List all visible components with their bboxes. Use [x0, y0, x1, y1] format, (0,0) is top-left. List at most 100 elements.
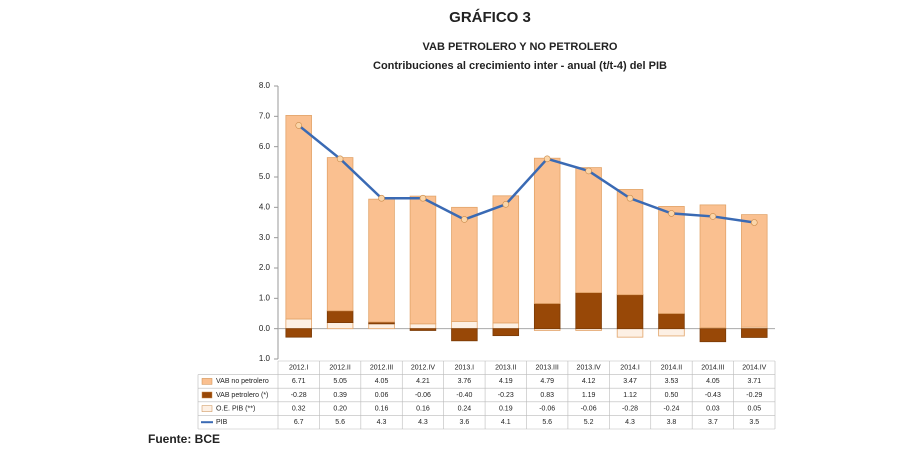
y-tick-label: 2.0 — [259, 263, 271, 272]
y-tick-label: 4.0 — [259, 202, 271, 211]
bar-segment — [533, 157, 561, 304]
table-value: -0.23 — [498, 392, 514, 399]
legend-swatch — [201, 391, 213, 399]
y-tick-label: 7.0 — [259, 111, 271, 120]
chart-header: GRÁFICO 3 — [449, 9, 531, 26]
table-value: 4.05 — [375, 378, 389, 385]
line-marker — [502, 201, 510, 208]
line-marker — [295, 122, 303, 129]
table-value: 4.79 — [540, 378, 554, 385]
y-tick-label: 1.0 — [259, 293, 271, 302]
table-value: 3.53 — [665, 378, 679, 385]
y-tick-label: 1.0 — [259, 354, 271, 363]
bar-segment — [658, 328, 685, 337]
bar-segment — [492, 328, 520, 337]
bar-segment — [699, 204, 727, 329]
table-value: -0.29 — [746, 392, 762, 399]
x-tick-label: 2012.I — [289, 365, 309, 372]
table-value: 5.2 — [584, 419, 594, 426]
table-value: 4.3 — [377, 419, 387, 426]
table-value: 1.12 — [623, 392, 637, 399]
table-value: 3.5 — [749, 419, 759, 426]
bar-segment — [658, 206, 685, 314]
bar-segment — [326, 157, 354, 312]
line-marker — [750, 219, 758, 226]
bar-segment — [575, 167, 602, 293]
bar-segment — [326, 322, 354, 330]
table-value: 4.12 — [582, 378, 596, 385]
bar-segment — [368, 198, 395, 323]
legend-swatch — [201, 378, 213, 385]
bar-segment — [409, 323, 437, 330]
bar-segment — [616, 294, 644, 330]
table-value: 0.32 — [292, 405, 306, 412]
chart-title: VAB PETROLERO Y NO PETROLERO — [423, 41, 618, 53]
x-tick-label: 2014.II — [661, 365, 682, 372]
line-marker — [668, 210, 675, 217]
line-marker — [626, 194, 634, 202]
bar-segment — [533, 303, 561, 330]
table-value: 1.19 — [582, 392, 596, 399]
table-value: 5.05 — [333, 378, 347, 385]
line-marker — [543, 155, 551, 163]
table-value: 0.06 — [375, 392, 389, 399]
bar-segment — [409, 328, 437, 331]
table-value: 0.24 — [458, 405, 472, 412]
y-tick-label: 5.0 — [259, 172, 271, 181]
table-value: 0.83 — [540, 392, 554, 399]
table-value: -0.24 — [663, 405, 679, 412]
legend-label: PIB — [216, 419, 228, 426]
table-value: 0.03 — [706, 405, 720, 412]
table-value: -0.06 — [415, 392, 431, 399]
table-value: 4.21 — [416, 378, 430, 385]
x-tick-label: 2013.IV — [577, 365, 601, 372]
legend-label: O.E. PIB (**) — [216, 405, 255, 412]
bar-segment — [368, 323, 395, 330]
line-marker — [419, 194, 427, 202]
bar-segment — [575, 292, 602, 330]
y-tick-label: 0.0 — [259, 324, 271, 333]
legend-label: VAB petrolero (*) — [216, 392, 268, 399]
bar-segment — [285, 328, 312, 338]
y-tick-label: 3.0 — [259, 233, 271, 242]
table-value: -0.40 — [456, 392, 472, 399]
line-marker — [378, 194, 385, 202]
table-value: 4.1 — [501, 419, 511, 426]
x-tick-label: 2013.I — [455, 365, 475, 372]
table-value: 0.16 — [375, 405, 389, 412]
table-value: 6.71 — [292, 378, 306, 385]
table-value: -0.28 — [622, 405, 638, 412]
legend-label: VAB no petrolero — [216, 378, 269, 385]
table-value: 0.39 — [333, 392, 347, 399]
table-value: 3.76 — [458, 378, 472, 385]
bar-segment — [451, 328, 478, 342]
table-value: 6.7 — [294, 419, 304, 426]
bar-segment — [741, 214, 768, 328]
table-value: 3.7 — [708, 419, 718, 426]
bar-segment — [285, 318, 312, 330]
table-value: 0.50 — [665, 392, 679, 399]
table-value: -0.28 — [291, 392, 307, 399]
bar-segment — [658, 313, 685, 330]
table-value: 3.8 — [667, 419, 677, 426]
bar-segment — [699, 328, 727, 343]
x-tick-label: 2013.III — [536, 365, 559, 372]
table-value: 3.6 — [460, 419, 470, 426]
x-tick-label: 2013.II — [495, 365, 516, 372]
chart-subtitle: Contribuciones al crecimiento inter - an… — [373, 60, 667, 72]
bar-segment — [285, 115, 312, 320]
bar-segment — [741, 328, 768, 338]
source-note: Fuente: BCE — [148, 432, 220, 446]
table-value: -0.06 — [581, 405, 597, 412]
bar-segment — [616, 189, 644, 296]
table-value: -0.06 — [539, 405, 555, 412]
bar-segment — [492, 195, 520, 324]
legend-swatch — [201, 405, 213, 412]
table-value: 0.16 — [416, 405, 430, 412]
bar-segment — [451, 320, 478, 330]
bar-segment — [326, 310, 354, 323]
table-value: 3.47 — [623, 378, 637, 385]
table-value: 4.05 — [706, 378, 720, 385]
line-marker — [336, 155, 344, 163]
